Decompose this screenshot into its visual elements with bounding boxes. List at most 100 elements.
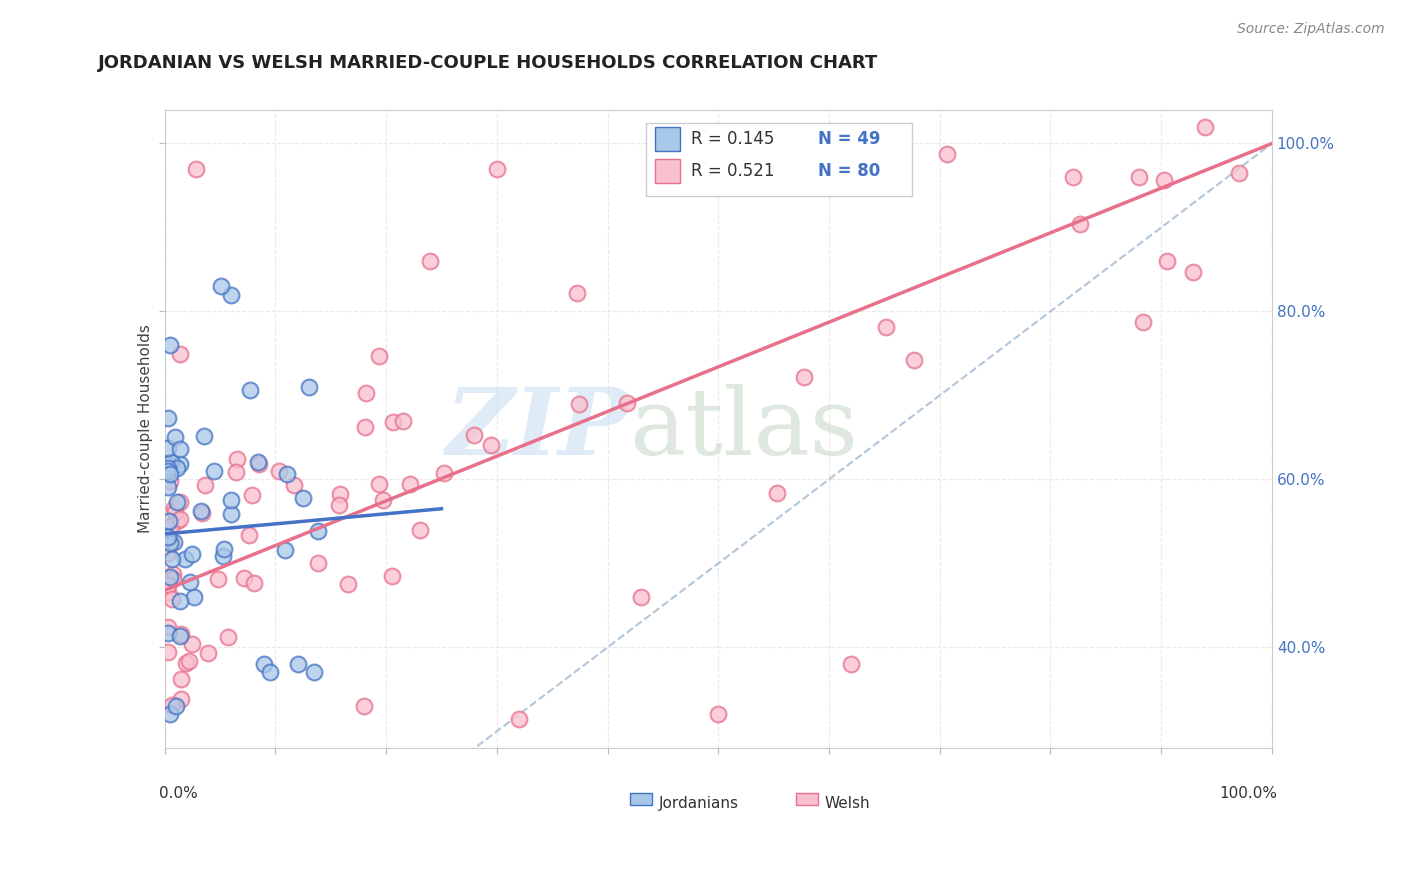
Point [191,506,214,520]
Point [170,691,193,706]
Point [194,478,217,492]
Point [240,488,263,502]
Point [159,570,181,584]
Point [242,576,264,591]
Point [169,672,191,686]
Point [1062,170,1084,185]
Point [238,528,260,542]
Point [875,320,897,334]
Bar [655,128,679,152]
Text: 100.0%: 100.0% [1219,787,1278,801]
Point [207,572,229,586]
Point [367,349,389,363]
Point [183,590,205,604]
Point [169,629,191,643]
Point [159,467,181,481]
Point [197,646,219,660]
Point [481,437,503,451]
Point [336,577,359,591]
Point [166,514,188,528]
Point [180,637,202,651]
Point [226,452,249,467]
Point [159,338,181,352]
Text: JORDANIAN VS WELSH MARRIED-COUPLE HOUSEHOLDS CORRELATION CHART: JORDANIAN VS WELSH MARRIED-COUPLE HOUSEH… [98,54,879,71]
Point [157,458,180,472]
Point [409,523,432,537]
Point [174,552,197,566]
Bar [796,793,818,805]
Point [159,455,181,469]
Point [177,654,200,668]
Point [419,254,441,268]
Text: Jordanians: Jordanians [658,796,738,811]
Bar [655,159,679,183]
Y-axis label: Married-couple Households: Married-couple Households [138,325,153,533]
Point [568,396,591,410]
Point [157,578,180,592]
Point [157,514,180,528]
Point [247,455,270,469]
Point [616,396,638,410]
Point [162,572,184,586]
FancyBboxPatch shape [647,123,912,196]
Point [159,707,181,722]
Point [157,442,180,456]
Point [433,466,456,480]
Point [202,464,225,478]
Point [1181,265,1204,279]
Point [353,699,375,714]
Point [276,467,298,481]
Text: R = 0.145: R = 0.145 [690,130,775,148]
Point [169,512,191,526]
Point [259,665,281,680]
Point [160,698,183,713]
Point [793,370,815,384]
Point [169,347,191,361]
Text: R = 0.521: R = 0.521 [690,162,775,180]
Point [232,571,254,585]
Point [1132,314,1154,328]
Point [163,505,186,519]
Point [160,535,183,549]
Point [166,460,188,475]
Point [225,465,247,479]
Point [193,428,215,442]
Point [157,461,180,475]
Point [159,536,181,550]
Point [368,477,391,491]
Point [166,495,188,509]
Point [565,285,588,300]
Point [274,542,297,557]
Point [935,147,957,161]
Point [157,411,180,425]
Text: 0.0%: 0.0% [159,787,198,801]
Point [209,279,232,293]
Point [267,464,290,478]
Point [1194,120,1216,134]
Point [630,590,652,604]
Point [307,556,329,570]
Point [169,594,191,608]
Point [157,530,180,544]
Point [307,524,329,538]
Point [157,546,180,560]
Point [163,535,186,549]
Point [169,495,191,509]
Point [180,547,202,561]
Bar [630,793,652,805]
Point [707,707,730,722]
Point [353,419,375,434]
Point [1156,253,1178,268]
Point [219,287,242,301]
Point [398,476,420,491]
Point [212,549,235,564]
Point [165,699,187,714]
Point [381,569,404,583]
Point [170,627,193,641]
Point [329,487,352,501]
Text: Source: ZipAtlas.com: Source: ZipAtlas.com [1237,22,1385,37]
Point [157,620,180,634]
Point [219,492,242,507]
Point [371,493,394,508]
Point [212,541,235,556]
